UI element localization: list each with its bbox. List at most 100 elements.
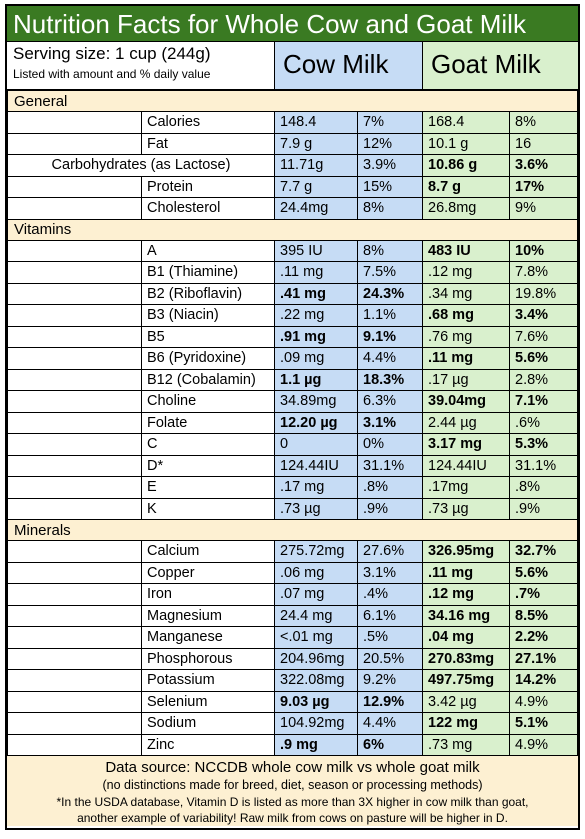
cow-daily-value: 3.1% [357, 561, 423, 584]
table-header: Serving size: 1 cup (244g) Listed with a… [7, 42, 578, 90]
cow-amount: 12.20 µg [274, 411, 358, 434]
cow-daily-value: .5% [357, 626, 423, 649]
table-row: B3 (Niacin) .22 mg 1.1% .68 mg 3.4% [7, 304, 578, 327]
goat-amount: .17mg [422, 476, 510, 499]
section-row: General [7, 90, 578, 112]
cow-daily-value: 18.3% [357, 368, 423, 391]
goat-amount: .12 mg [422, 583, 510, 606]
table-row: B12 (Cobalamin) 1.1 µg 18.3% .17 µg 2.8% [7, 368, 578, 391]
table-row: Phosphorous 204.96mg 20.5% 270.83mg 27.1% [7, 647, 578, 670]
data-source: Data source: NCCDB whole cow milk vs who… [105, 759, 480, 776]
goat-amount: .76 mg [422, 325, 510, 348]
blank-cell [7, 712, 142, 735]
nutrient-name: Manganese [141, 626, 275, 649]
goat-daily-value: .8% [509, 476, 578, 499]
table-row: B1 (Thiamine) .11 mg 7.5% .12 mg 7.8% [7, 261, 578, 284]
cow-amount: <.01 mg [274, 626, 358, 649]
goat-amount: 3.42 µg [422, 690, 510, 713]
table-row: D* 124.44IU 31.1% 124.44IU 31.1% [7, 454, 578, 477]
goat-daily-value: 19.8% [509, 282, 578, 305]
nutrition-chart: Nutrition Facts for Whole Cow and Goat M… [5, 4, 580, 830]
nutrient-name: Iron [141, 583, 275, 606]
goat-daily-value: 32.7% [509, 540, 578, 563]
cow-amount: .11 mg [274, 261, 358, 284]
cow-amount: 275.72mg [274, 540, 358, 563]
table-row: K .73 µg .9% .73 µg .9% [7, 497, 578, 520]
goat-amount: 270.83mg [422, 647, 510, 670]
table-row: E .17 mg .8% .17mg .8% [7, 476, 578, 499]
blank-cell [7, 368, 142, 391]
goat-milk-header: Goat Milk [423, 42, 578, 89]
nutrient-name: B2 (Riboflavin) [141, 282, 275, 305]
goat-amount: .73 mg [422, 733, 510, 756]
goat-daily-value: 10% [509, 239, 578, 262]
goat-daily-value: 2.2% [509, 626, 578, 649]
table-row: Calcium 275.72mg 27.6% 326.95mg 32.7% [7, 540, 578, 563]
table-row: Sodium 104.92mg 4.4% 122 mg 5.1% [7, 712, 578, 735]
cow-daily-value: 1.1% [357, 304, 423, 327]
goat-daily-value: .6% [509, 411, 578, 434]
goat-amount: 3.17 mg [422, 433, 510, 456]
blank-cell [7, 132, 142, 155]
cow-amount: .73 µg [274, 497, 358, 520]
goat-daily-value: .9% [509, 497, 578, 520]
cow-amount: 395 IU [274, 239, 358, 262]
goat-amount: 124.44IU [422, 454, 510, 477]
goat-daily-value: 3.6% [509, 154, 578, 177]
blank-cell [7, 604, 142, 627]
cow-amount: .22 mg [274, 304, 358, 327]
goat-daily-value: 7.1% [509, 390, 578, 413]
goat-amount: 326.95mg [422, 540, 510, 563]
cow-daily-value: 4.4% [357, 347, 423, 370]
goat-daily-value: 3.4% [509, 304, 578, 327]
table-row: Magnesium 24.4 mg 6.1% 34.16 mg 8.5% [7, 604, 578, 627]
cow-daily-value: 0% [357, 433, 423, 456]
blank-cell [7, 690, 142, 713]
goat-amount: 122 mg [422, 712, 510, 735]
table-row: B5.91 mg 9.1% .76 mg 7.6% [7, 325, 578, 348]
cow-amount: .07 mg [274, 583, 358, 606]
cow-daily-value: 4.4% [357, 712, 423, 735]
goat-amount: .73 µg [422, 497, 510, 520]
cow-daily-value: 31.1% [357, 454, 423, 477]
table-row: Zinc .9 mg 6% .73 mg 4.9% [7, 733, 578, 756]
cow-daily-value: 8% [357, 197, 423, 220]
blank-cell [7, 433, 142, 456]
blank-cell [7, 411, 142, 434]
goat-amount: 2.44 µg [422, 411, 510, 434]
goat-amount: 10.86 g [422, 154, 510, 177]
goat-daily-value: 14.2% [509, 669, 578, 692]
cow-amount: .17 mg [274, 476, 358, 499]
serving-size: Serving size: 1 cup (244g) [13, 44, 211, 63]
table-row: Choline 34.89mg 6.3% 39.04mg 7.1% [7, 390, 578, 413]
cow-daily-value: 12.9% [357, 690, 423, 713]
cow-amount: 0 [274, 433, 358, 456]
nutrient-name: Cholesterol [141, 197, 275, 220]
table-row: Calories 148.4 7% 168.4 8% [7, 111, 578, 134]
blank-cell [7, 261, 142, 284]
nutrient-name: Calcium [141, 540, 275, 563]
cow-amount: .09 mg [274, 347, 358, 370]
cow-daily-value: 20.5% [357, 647, 423, 670]
cow-daily-value: .8% [357, 476, 423, 499]
cow-amount: 7.9 g [274, 132, 358, 155]
section-row: Minerals [7, 519, 578, 541]
goat-amount: 39.04mg [422, 390, 510, 413]
blank-cell [7, 390, 142, 413]
goat-daily-value: 8.5% [509, 604, 578, 627]
nutrient-name: Potassium [141, 669, 275, 692]
cow-daily-value: 9.1% [357, 325, 423, 348]
cow-amount: 322.08mg [274, 669, 358, 692]
serving-note: Listed with amount and % daily value [13, 67, 211, 81]
blank-cell [7, 347, 142, 370]
goat-daily-value: 7.6% [509, 325, 578, 348]
blank-cell [7, 647, 142, 670]
goat-daily-value: .7% [509, 583, 578, 606]
nutrient-name: B1 (Thiamine) [141, 261, 275, 284]
page-title: Nutrition Facts for Whole Cow and Goat M… [7, 6, 578, 42]
goat-amount: 483 IU [422, 239, 510, 262]
table-row: A 395 IU 8% 483 IU 10% [7, 239, 578, 262]
blank-cell [7, 626, 142, 649]
cow-amount: 24.4mg [274, 197, 358, 220]
section-row: Vitamins [7, 218, 578, 241]
